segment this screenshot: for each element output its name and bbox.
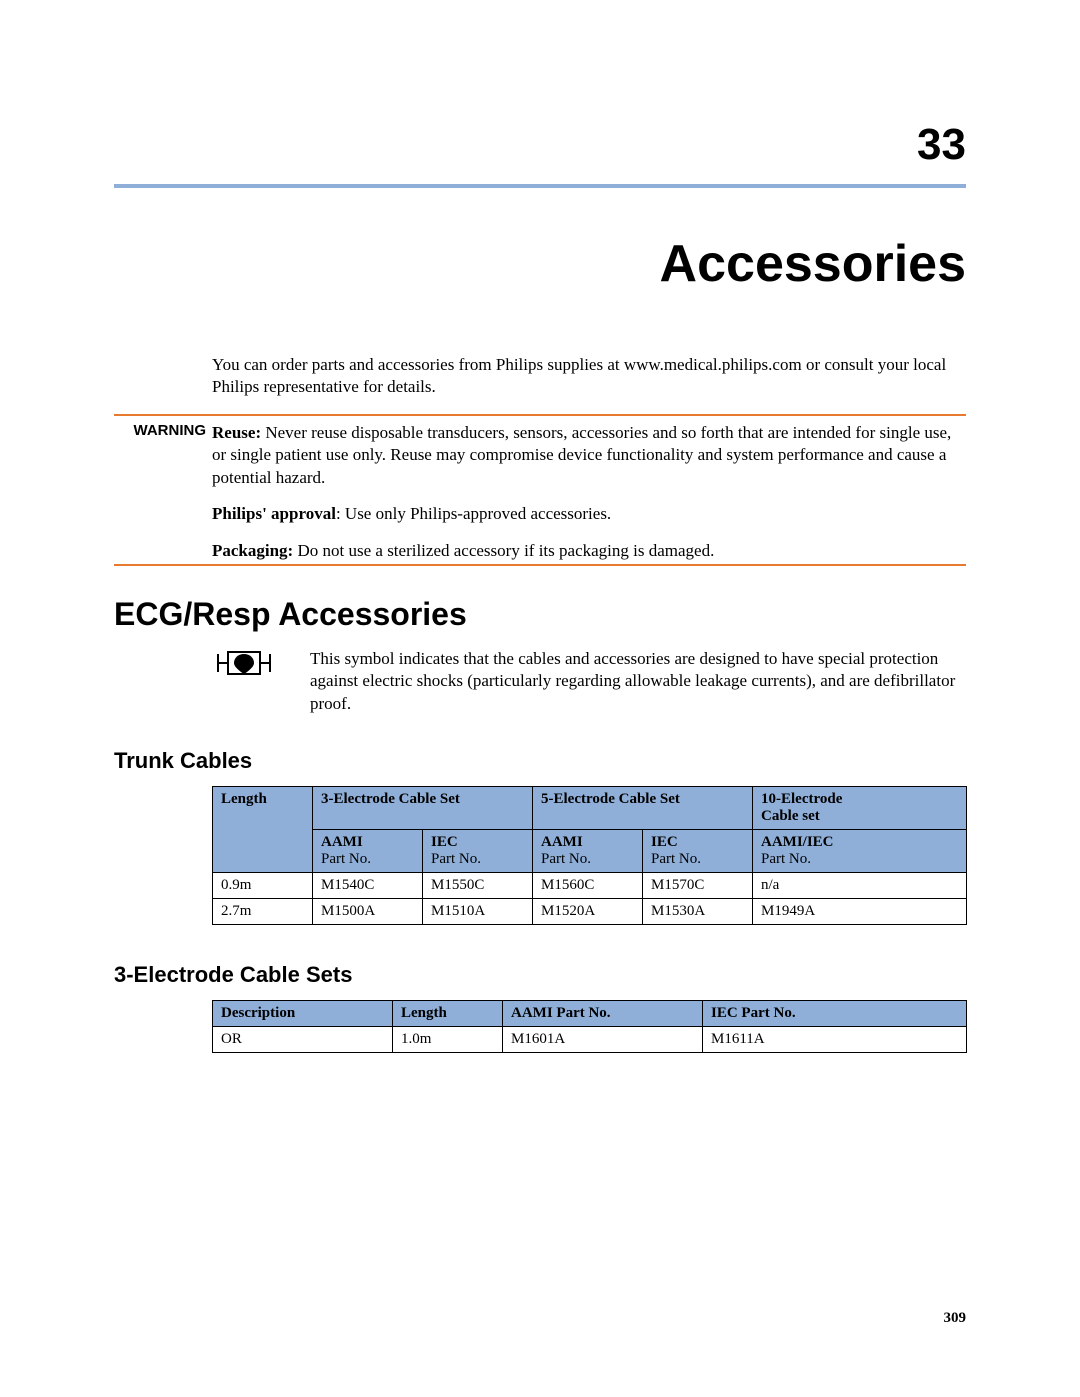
col-length: Length (213, 787, 313, 873)
warning-approval-label: Philips' approval (212, 504, 336, 523)
cell-part: M1550C (423, 873, 533, 899)
warning-label: WARNING (114, 422, 206, 439)
table-row: Length 3-Electrode Cable Set 5-Electrode… (213, 787, 967, 830)
cell-desc: OR (213, 1027, 393, 1053)
chapter-number: 33 (917, 120, 966, 170)
chapter-title: Accessories (660, 234, 966, 294)
cell-part: M1520A (533, 899, 643, 925)
table-row: 0.9m M1540C M1550C M1560C M1570C n/a (213, 873, 967, 899)
cell-part: M1530A (643, 899, 753, 925)
section-ecg-resp-title: ECG/Resp Accessories (114, 596, 467, 633)
cell-part: M1500A (313, 899, 423, 925)
warning-reuse-label: Reuse: (212, 423, 261, 442)
col-length: Length (393, 1001, 503, 1027)
col-iec: IEC Part No. (643, 830, 753, 873)
col-iec: IEC Part No. (423, 830, 533, 873)
cell-length: 2.7m (213, 899, 313, 925)
defib-proof-text: This symbol indicates that the cables an… (310, 648, 966, 715)
col-5electrode: 5-Electrode Cable Set (533, 787, 753, 830)
trunk-cables-table: Length 3-Electrode Cable Set 5-Electrode… (212, 786, 967, 925)
warning-body: Reuse: Never reuse disposable transducer… (212, 422, 966, 576)
cell-part: M1540C (313, 873, 423, 899)
cell-part: M1611A (703, 1027, 967, 1053)
table-row: AAMI Part No. IEC Part No. AAMI Part No.… (213, 830, 967, 873)
warning-packaging-text: Do not use a sterilized accessory if its… (293, 541, 714, 560)
chapter-rule (114, 184, 966, 188)
col-description: Description (213, 1001, 393, 1027)
table-row: 2.7m M1500A M1510A M1520A M1530A M1949A (213, 899, 967, 925)
cell-part: M1601A (503, 1027, 703, 1053)
col-aamiiec: AAMI/IEC Part No. (753, 830, 967, 873)
col-10electrode: 10-Electrode Cable set (753, 787, 967, 830)
col-iec-part: IEC Part No. (703, 1001, 967, 1027)
heading-trunk-cables: Trunk Cables (114, 748, 252, 774)
cell-part: M1570C (643, 873, 753, 899)
cell-part: M1560C (533, 873, 643, 899)
cell-length: 0.9m (213, 873, 313, 899)
warning-packaging-label: Packaging: (212, 541, 293, 560)
cell-length: 1.0m (393, 1027, 503, 1053)
page-number: 309 (944, 1310, 967, 1327)
col-aami-part: AAMI Part No. (503, 1001, 703, 1027)
warning-reuse-text: Never reuse disposable transducers, sens… (212, 423, 951, 487)
electrode-sets-table: Description Length AAMI Part No. IEC Par… (212, 1000, 967, 1053)
cell-part: n/a (753, 873, 967, 899)
warning-rule-bottom (114, 564, 966, 566)
col-aami: AAMI Part No. (313, 830, 423, 873)
col-aami: AAMI Part No. (533, 830, 643, 873)
intro-paragraph: You can order parts and accessories from… (212, 354, 966, 398)
table-row: OR 1.0m M1601A M1611A (213, 1027, 967, 1053)
cell-part: M1949A (753, 899, 967, 925)
heading-3electrode-sets: 3-Electrode Cable Sets (114, 962, 352, 988)
col-3electrode: 3-Electrode Cable Set (313, 787, 533, 830)
warning-rule-top (114, 414, 966, 416)
defib-proof-icon (212, 648, 276, 678)
cell-part: M1510A (423, 899, 533, 925)
table-row: Description Length AAMI Part No. IEC Par… (213, 1001, 967, 1027)
warning-approval-text: : Use only Philips-approved accessories. (336, 504, 611, 523)
